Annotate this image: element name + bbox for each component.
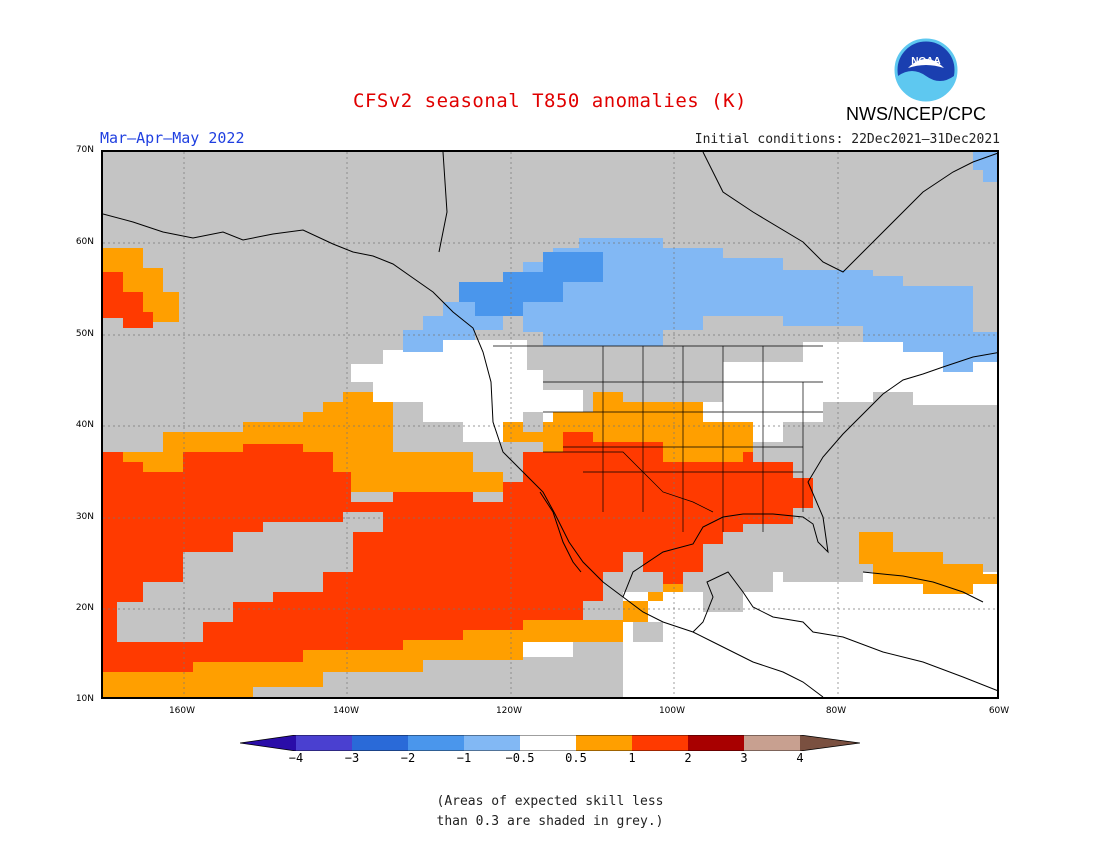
lat-label-50n: 50N [75,329,94,339]
colorbar-label: −2 [400,751,416,765]
warm-anomaly-orange-pacific [103,392,503,552]
noaa-logo: NOAA [894,38,958,106]
lat-label-10n: 10N [75,694,94,704]
warm-anomaly-orange-atlantic [859,532,997,594]
lat-label-70n: 70N [75,145,94,155]
anomaly-map-svg [103,152,997,697]
colorbar-swatch [296,735,352,751]
lon-label-140w: 140W [332,706,360,716]
footnote: (Areas of expected skill less than 0.3 a… [0,792,1100,832]
colorbar-label: −3 [344,751,360,765]
lat-label-40n: 40N [75,420,94,430]
colorbar-swatch [464,735,520,751]
low-skill-mexico [633,622,663,642]
warm-anomaly-red-alaska-gulf [103,272,153,328]
colorbar-label: 1 [628,751,636,765]
colorbar-svg [239,734,861,752]
graticule [103,152,997,697]
colorbar-swatch [576,735,632,751]
colorbar-label: −0.5 [505,751,535,765]
lon-label-80w: 80W [825,706,847,716]
colorbar-swatch [688,735,744,751]
warm-anomaly-orange-south [103,572,683,697]
low-skill-east-coast [823,392,913,472]
colorbar: −4 −3 −2 −1 −0.5 0.5 1 2 3 4 [239,734,861,765]
cold-anomaly-medium-bc [459,282,503,316]
colorbar-label: −4 [288,751,304,765]
anomaly-map [101,150,999,699]
colorbar-swatch-min [240,735,296,751]
colorbar-label: −1 [456,751,472,765]
colorbar-label: 4 [796,751,804,765]
season-label: Mar–Apr–May 2022 [100,129,245,147]
lon-label-160w: 160W [168,706,196,716]
colorbar-swatch-max [800,735,860,751]
colorbar-swatch [352,735,408,751]
coastlines [103,152,997,697]
lon-label-120w: 120W [495,706,523,716]
warm-anomaly-orange-alaska-gulf [103,248,179,322]
cold-anomaly-medium-canada [475,252,603,316]
low-skill-hawaii-region [117,512,383,642]
colorbar-label: 0.5 [565,751,587,765]
colorbar-label: 3 [740,751,748,765]
chart-title: CFSv2 seasonal T850 anomalies (K) [353,90,747,112]
logo-text: NOAA [911,56,940,67]
agency-label: NWS/NCEP/CPC [846,104,987,124]
lon-label-100w: 100W [658,706,686,716]
low-skill-california [523,412,543,432]
colorbar-swatch [632,735,688,751]
low-skill-caribbean [793,562,823,574]
lat-label-60n: 60N [75,237,94,247]
footnote-line-1: (Areas of expected skill less [436,794,664,809]
lon-label-60w: 60W [988,706,1010,716]
footnote-line-2: than 0.3 are shaded in grey.) [436,814,664,829]
low-skill-southeast-us [693,522,803,612]
borders [493,345,823,532]
initial-conditions-label: Initial conditions: 22Dec2021–31Dec2021 [694,132,1000,147]
colorbar-swatch [408,735,464,751]
warm-anomaly-red-southern-us [543,432,813,584]
colorbar-label: 2 [684,751,692,765]
lat-label-30n: 30N [75,512,94,522]
lat-label-20n: 20N [75,603,94,613]
colorbar-swatch [520,735,576,751]
warm-anomaly-orange-central-us [503,392,753,462]
colorbar-swatch [744,735,800,751]
